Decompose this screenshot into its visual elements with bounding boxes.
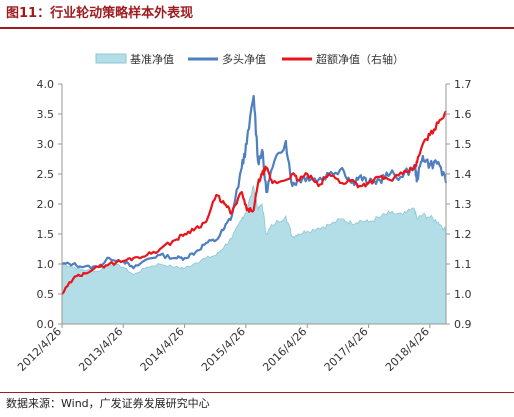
legend-label-long-only: 多头净值	[222, 52, 266, 66]
y-left-tick-label: 1.5	[37, 228, 55, 241]
x-tick-label: 2013/4/26	[76, 325, 125, 374]
y-right-tick-label: 1.4	[454, 168, 472, 181]
legend-swatch-benchmark	[95, 53, 127, 64]
y-left-tick-label: 0.0	[37, 318, 55, 331]
y-right-tick-label: 1.2	[454, 228, 472, 241]
y-right-tick-label: 1.3	[454, 198, 472, 211]
legend-label-benchmark: 基准净值	[130, 52, 174, 66]
y-right-tick-label: 0.9	[454, 318, 472, 331]
y-left-tick-label: 4.0	[37, 78, 55, 91]
y-right-tick-label: 1.6	[454, 108, 472, 121]
x-tick-label: 2012/4/26	[15, 325, 64, 374]
y-right-tick-label: 1.7	[454, 78, 472, 91]
source-note: 数据来源：Wind，广发证券发展研究中心	[6, 397, 210, 410]
legend-label-excess: 超额净值（右轴）	[316, 52, 404, 66]
y-right-tick-label: 1.0	[454, 288, 472, 301]
x-tick-label: 2014/4/26	[138, 325, 187, 374]
y-right-tick-label: 1.5	[454, 138, 472, 151]
x-tick-label: 2017/4/26	[322, 325, 371, 374]
source-rule	[0, 392, 514, 393]
plot-area: 0.0 0.5 1.0 1.5 2.0 2.5 3.0 3.5 4.0 0.9 1.0 1.1 1.2 1…	[15, 78, 471, 374]
title-rule	[0, 27, 514, 29]
x-tick-label: 2015/4/26	[199, 325, 248, 374]
y-left-tick-label: 2.0	[37, 198, 55, 211]
y-right-tick-label: 1.1	[454, 258, 472, 271]
y-left-tick-label: 3.5	[37, 108, 55, 121]
y-left-tick-label: 2.5	[37, 168, 55, 181]
series-excess-line	[61, 110, 447, 295]
series-benchmark-area	[61, 185, 447, 325]
figure-title: 图11：行业轮动策略样本外表现	[6, 6, 194, 21]
y-left-tick-label: 0.5	[37, 288, 55, 301]
x-tick-label: 2016/4/26	[260, 325, 309, 374]
line-chart: 基准净值 多头净值 超额净值（右轴） 0.0 0.5 1.0 1.5 2.0 2.5 3.0…	[15, 52, 471, 374]
legend: 基准净值 多头净值 超额净值（右轴）	[95, 52, 404, 66]
y-left-tick-label: 1.0	[37, 258, 55, 271]
x-tick-label: 2018/4/26	[383, 325, 432, 374]
y-left-tick-label: 3.0	[37, 138, 55, 151]
